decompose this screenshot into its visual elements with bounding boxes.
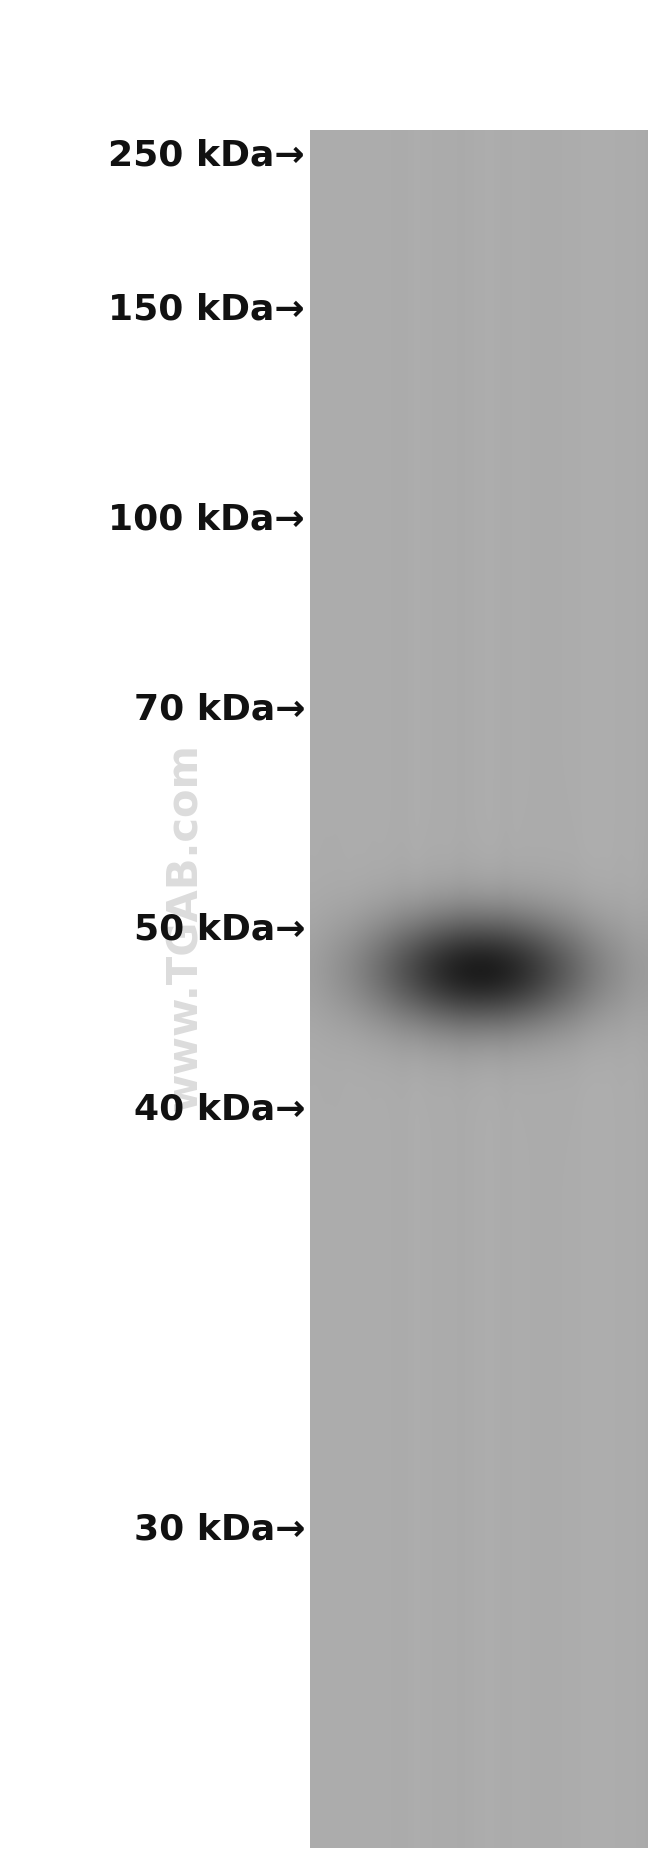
Text: 70 kDa→: 70 kDa→ xyxy=(133,694,305,727)
Text: www.TGAB.com: www.TGAB.com xyxy=(164,744,206,1111)
Text: 150 kDa→: 150 kDa→ xyxy=(109,293,305,326)
Text: 100 kDa→: 100 kDa→ xyxy=(109,503,305,536)
Text: 250 kDa→: 250 kDa→ xyxy=(109,137,305,173)
Text: 50 kDa→: 50 kDa→ xyxy=(133,913,305,948)
Text: 40 kDa→: 40 kDa→ xyxy=(133,1093,305,1128)
Text: 30 kDa→: 30 kDa→ xyxy=(133,1514,305,1547)
